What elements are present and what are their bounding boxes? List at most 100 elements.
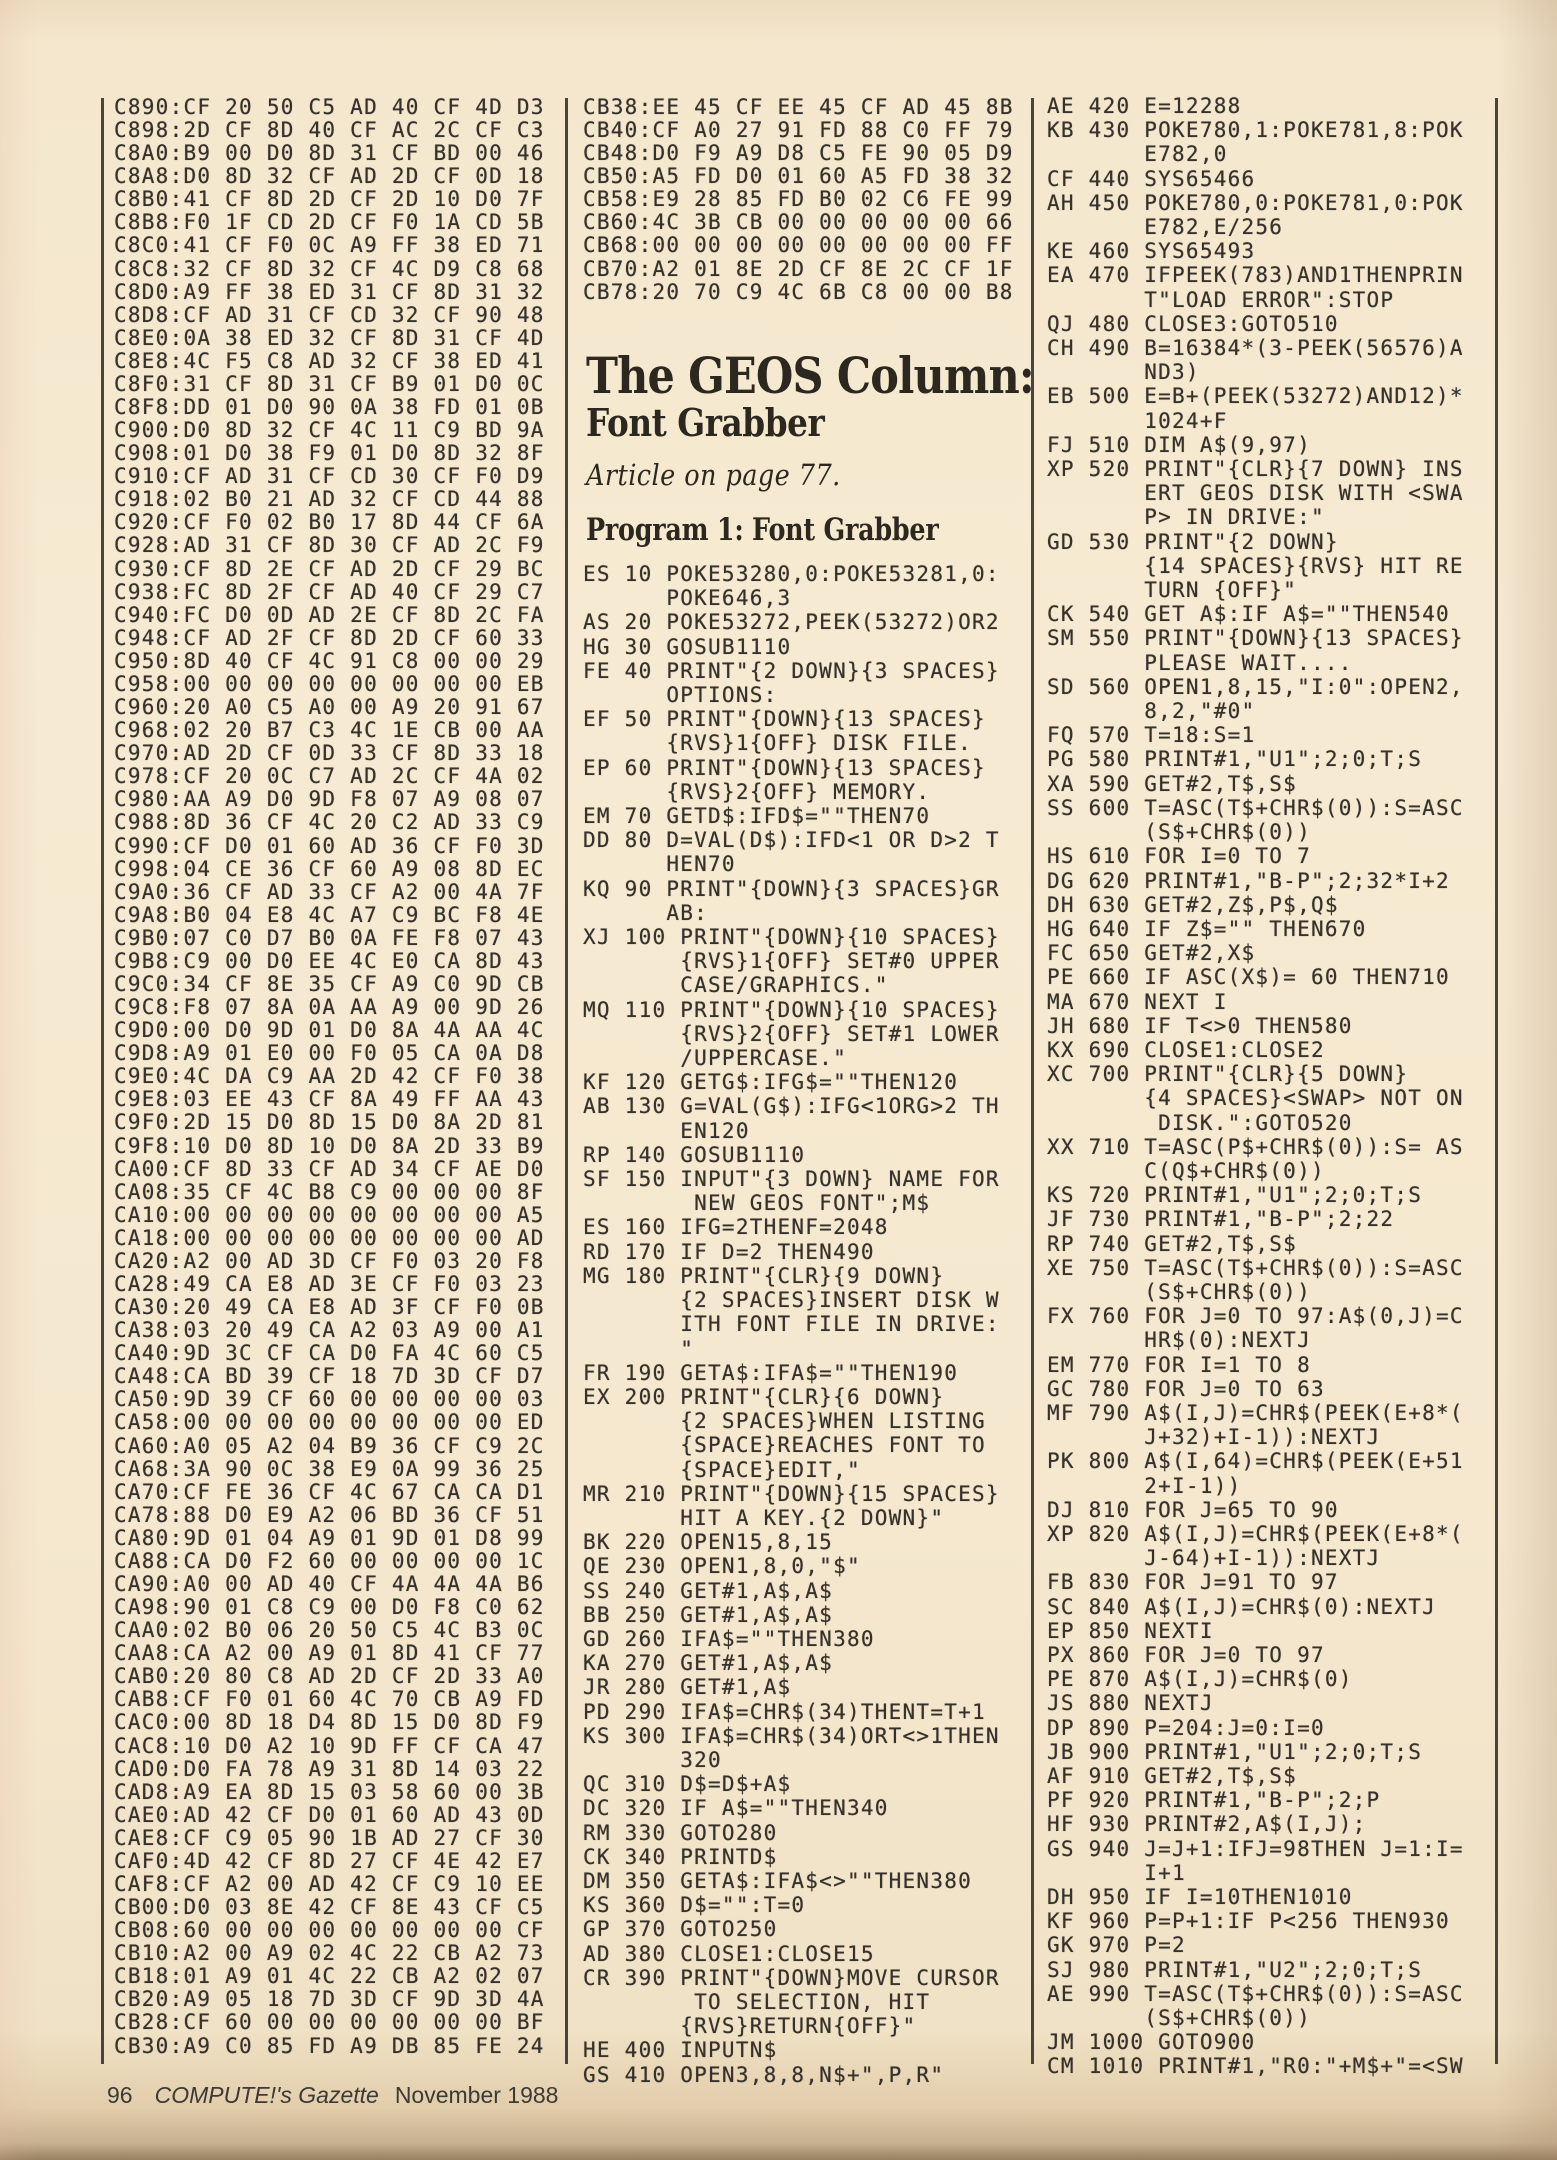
basic-code-line: AS 20 POKE53272,PEEK(53272)OR2 (583, 610, 1000, 635)
basic-code-line: AF 910 GET#2,T$,S$ (1047, 1764, 1298, 1789)
mlx-hex-line: C900:D0 8D 32 CF 4C 11 C9 BD 9A (114, 418, 545, 443)
basic-code-line: XA 590 GET#2,T$,S$ (1047, 771, 1298, 796)
basic-code-line: JB 900 PRINT#1,"U1";2;0;T;S (1047, 1739, 1423, 1764)
basic-code-line: {2 SPACES}INSERT DISK W (583, 1288, 1000, 1313)
basic-code-line: AE 990 T=ASC(T$+CHR$(0)):S=ASC (1047, 1981, 1464, 2006)
basic-code-line: 1024+F (1047, 408, 1228, 433)
basic-code-line: DJ 810 FOR J=65 TO 90 (1047, 1497, 1339, 1522)
mlx-hex-line: C8C0:41 CF F0 0C A9 FF 38 ED 71 (114, 233, 545, 258)
basic-code-line: J-64)+I-1)):NEXTJ (1047, 1546, 1381, 1571)
basic-code-line: AB: (583, 900, 709, 925)
basic-code-line: {14 SPACES}{RVS} HIT RE (1047, 553, 1464, 578)
mlx-hex-line: C960:20 A0 C5 A0 00 A9 20 91 67 (114, 695, 545, 720)
basic-code-line: TURN {OFF}" (1047, 578, 1298, 603)
basic-code-line: CH 490 B=16384*(3-PEEK(56576)A (1047, 336, 1464, 361)
basic-code-line: MQ 110 PRINT"{DOWN}{10 SPACES} (583, 997, 1000, 1022)
mlx-hex-line: CA68:3A 90 0C 38 E9 0A 99 36 25 (114, 1456, 545, 1481)
basic-code-line: EN120 (583, 1118, 750, 1143)
basic-code-line: SJ 980 PRINT#1,"U2";2;0;T;S (1047, 1957, 1423, 1982)
basic-code-line: SS 600 T=ASC(T$+CHR$(0)):S=ASC (1047, 795, 1464, 820)
basic-code-line: I+1 (1047, 1860, 1186, 1885)
mlx-hex-line: CB30:A9 C0 85 FD A9 DB 85 FE 24 (114, 2033, 545, 2058)
basic-code-line: 2+I-1)) (1047, 1473, 1242, 1498)
basic-code-line: FE 40 PRINT"{2 DOWN}{3 SPACES} (583, 658, 1000, 683)
column-rule-middle-right (1031, 98, 1034, 2064)
magazine-name: COMPUTE!'s Gazette (154, 2082, 379, 2108)
basic-code-line: GC 780 FOR J=0 TO 63 (1047, 1376, 1325, 1401)
mlx-hex-line: CAA0:02 B0 06 20 50 C5 4C B3 0C (114, 1618, 545, 1643)
basic-code-line: DP 890 P=204:J=0:I=0 (1047, 1715, 1325, 1740)
mlx-hex-line: CB00:D0 03 8E 42 CF 8E 43 CF C5 (114, 1895, 545, 1920)
basic-code-line: DG 620 PRINT#1,"B-P";2;32*I+2 (1047, 868, 1450, 893)
basic-code-line: GK 970 P=2 (1047, 1933, 1186, 1958)
basic-listing-right-column: AE 420 E=12288 KB 430 POKE780,1:POKE781,8… (1047, 94, 1464, 2079)
basic-code-line: RM 330 GOTO280 (583, 1820, 778, 1845)
mlx-hex-line: CB28:CF 60 00 00 00 00 00 00 BF (114, 2010, 545, 2035)
basic-code-line: KF 120 GETG$:IFG$=""THEN120 (583, 1070, 959, 1095)
basic-code-line: C(Q$+CHR$(0)) (1047, 1158, 1325, 1183)
mlx-hex-line: CAD0:D0 FA 78 A9 31 8D 14 03 22 (114, 1756, 545, 1781)
basic-code-line: PX 860 FOR J=0 TO 97 (1047, 1643, 1325, 1667)
basic-code-line: FB 830 FOR J=91 TO 97 (1047, 1570, 1339, 1595)
mlx-hex-line: C978:CF 20 0C C7 AD 2C CF 4A 02 (114, 764, 545, 789)
mlx-hex-line: C9B0:07 C0 D7 B0 0A FE F8 07 43 (114, 925, 545, 950)
basic-code-line: HEN70 (583, 852, 736, 877)
mlx-hex-line: C980:AA A9 D0 9D F8 07 A9 08 07 (114, 787, 545, 812)
mlx-hex-line: CB78:20 70 C9 4C 6B C8 00 00 B8 (583, 279, 1014, 304)
basic-code-line: HS 610 FOR I=0 TO 7 (1047, 844, 1311, 869)
basic-code-line: XC 700 PRINT"{CLR}{5 DOWN} (1047, 1062, 1409, 1087)
mlx-hex-line: C9E8:03 EE 43 CF 8A 49 FF AA 43 (114, 1087, 545, 1112)
mlx-hex-line: CB68:00 00 00 00 00 00 00 00 FF (583, 233, 1014, 258)
basic-listing-middle-column: ES 10 POKE53280,0:POKE53281,0: POKE646,3… (583, 562, 1000, 2087)
mlx-hex-line: C9F8:10 D0 8D 10 D0 8A 2D 33 B9 (114, 1133, 545, 1158)
basic-code-line: EB 500 E=B+(PEEK(53272)AND12)* (1047, 384, 1464, 409)
mlx-hex-line: C928:AD 31 CF 8D 30 CF AD 2C F9 (114, 533, 545, 558)
basic-code-line: EA 470 IFPEEK(783)AND1THENPRIN (1047, 263, 1464, 288)
mlx-hex-line: CA50:9D 39 CF 60 00 00 00 00 03 (114, 1387, 545, 1412)
mlx-hex-line: CAB8:CF F0 01 60 4C 70 CB A9 FD (114, 1687, 545, 1712)
basic-code-line: PE 660 IF ASC(X$)= 60 THEN710 (1047, 965, 1450, 990)
basic-code-line: SM 550 PRINT"{DOWN}{13 SPACES} (1047, 626, 1464, 651)
mlx-hex-line: CA80:9D 01 04 A9 01 9D 01 D8 99 (114, 1525, 545, 1550)
mlx-hex-line: CAC0:00 8D 18 D4 8D 15 D0 8D F9 (114, 1710, 545, 1735)
basic-code-line: FJ 510 DIM A$(9,97) (1047, 432, 1311, 457)
mlx-hex-line: C9B8:C9 00 D0 EE 4C E0 CA 8D 43 (114, 948, 545, 973)
mlx-hex-line: C938:FC 8D 2F CF AD 40 CF 29 C7 (114, 579, 545, 604)
basic-code-line: 8,2,"#0" (1047, 699, 1256, 724)
mlx-hex-line: CB48:D0 F9 A9 D8 C5 FE 90 05 D9 (583, 141, 1014, 166)
mlx-hex-line: C9D8:A9 01 E0 00 F0 05 CA 0A D8 (114, 1041, 545, 1066)
mlx-hex-line: C9D0:00 D0 9D 01 D0 8A 4A AA 4C (114, 1018, 545, 1043)
mlx-hex-line: CA38:03 20 49 CA A2 03 A9 00 A1 (114, 1318, 545, 1343)
mlx-hex-line: CB50:A5 FD D0 01 60 A5 FD 38 32 (583, 164, 1014, 189)
mlx-hex-line: C8C8:32 CF 8D 32 CF 4C D9 C8 68 (114, 256, 545, 281)
basic-code-line: SC 840 A$(I,J)=CHR$(0):NEXTJ (1047, 1594, 1437, 1619)
mlx-hex-line: CA30:20 49 CA E8 AD 3F CF F0 0B (114, 1295, 545, 1320)
basic-code-line: JM 1000 GOTO900 (1047, 2030, 1256, 2055)
mlx-hex-line: C970:AD 2D CF 0D 33 CF 8D 33 18 (114, 741, 545, 766)
basic-code-line: DISK.":GOTO520 (1047, 1110, 1353, 1135)
mlx-hex-line: CB58:E9 28 85 FD B0 02 C6 FE 99 (583, 187, 1014, 212)
basic-code-line: EX 200 PRINT"{CLR}{6 DOWN} (583, 1384, 945, 1409)
mlx-hex-line: C9A8:B0 04 E8 4C A7 C9 BC F8 4E (114, 902, 545, 927)
mlx-hex-line: C8D8:CF AD 31 CF CD 32 CF 90 48 (114, 302, 545, 327)
mlx-hex-line: CA78:88 D0 E9 A2 06 BD 36 CF 51 (114, 1502, 545, 1527)
mlx-hex-line: CB40:CF A0 27 91 FD 88 C0 FF 79 (583, 118, 1014, 143)
basic-code-line: KS 720 PRINT#1,"U1";2;0;T;S (1047, 1183, 1423, 1208)
mlx-hex-line: C948:CF AD 2F CF 8D 2D CF 60 33 (114, 625, 545, 650)
mlx-hex-line: CB38:EE 45 CF EE 45 CF AD 45 8B (583, 95, 1014, 119)
issue-date: November 1988 (394, 2082, 559, 2108)
basic-code-line: EM 770 FOR I=1 TO 8 (1047, 1352, 1311, 1377)
basic-code-line: SF 150 INPUT"{3 DOWN} NAME FOR (583, 1167, 1000, 1192)
mlx-hex-line: C8A8:D0 8D 32 CF AD 2D CF 0D 18 (114, 164, 545, 189)
mlx-hex-line: C9E0:4C DA C9 AA 2D 42 CF F0 38 (114, 1064, 545, 1089)
basic-code-line: MA 670 NEXT I (1047, 989, 1228, 1014)
mlx-hex-line: C8A0:B9 00 D0 8D 31 CF BD 00 46 (114, 141, 545, 166)
basic-code-line: PLEASE WAIT.... (1047, 650, 1353, 675)
mlx-hex-line: CAE0:AD 42 CF D0 01 60 AD 43 0D (114, 1802, 545, 1827)
basic-code-line: AE 420 E=12288 (1047, 94, 1242, 118)
basic-code-line: PG 580 PRINT#1,"U1";2;0;T;S (1047, 747, 1423, 772)
mlx-hex-line: CA98:90 01 C8 C9 00 D0 F8 C0 62 (114, 1595, 545, 1620)
basic-code-line: MF 790 A$(I,J)=CHR$(PEEK(E+8*( (1047, 1400, 1464, 1425)
basic-code-line: P> IN DRIVE:" (1047, 505, 1325, 530)
basic-code-line: RP 140 GOSUB1110 (583, 1142, 806, 1167)
